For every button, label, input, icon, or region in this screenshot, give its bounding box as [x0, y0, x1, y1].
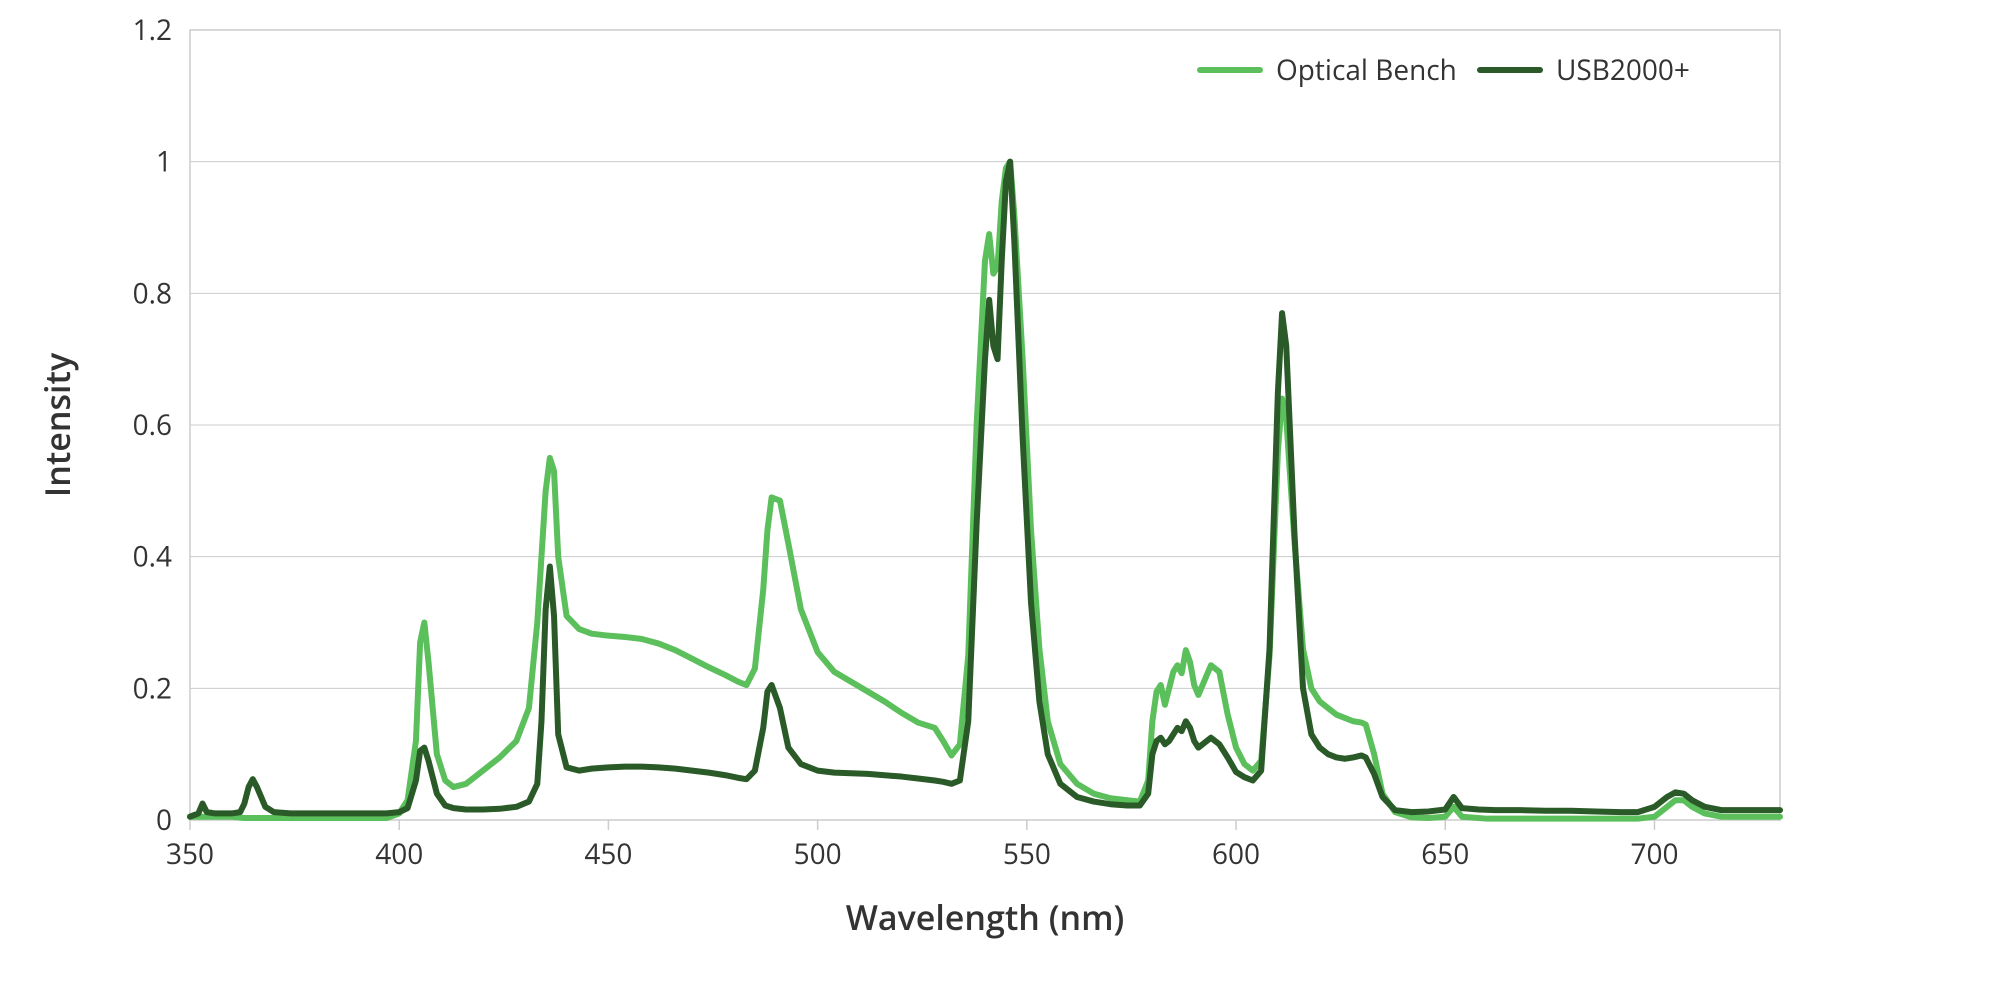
- spectrum-chart: 0 0.2 0.4 0.6 0.8 1 1.2 350 400 450 500 550 600 650 70…: [0, 0, 2000, 1000]
- y-tick-label: 0: [156, 801, 172, 839]
- x-tick-label: 700: [1630, 835, 1678, 873]
- y-tick-label: 0.6: [133, 406, 172, 444]
- legend-label: Optical Bench: [1276, 51, 1457, 89]
- y-tick-label: 1: [156, 143, 172, 181]
- x-tick-label: 450: [584, 835, 632, 873]
- x-tick-label: 500: [794, 835, 842, 873]
- y-tick-label: 0.2: [133, 669, 172, 707]
- y-axis-label: Intensity: [34, 352, 80, 497]
- chart-svg: 0 0.2 0.4 0.6 0.8 1 1.2 350 400 450 500 550 600 650 70…: [0, 0, 2000, 1000]
- x-tick-label: 350: [166, 835, 214, 873]
- y-tick-label: 0.4: [133, 538, 172, 576]
- y-tick-label: 1.2: [133, 11, 172, 49]
- x-tick-label: 550: [1003, 835, 1051, 873]
- x-tick-label: 650: [1421, 835, 1469, 873]
- x-tick-label: 400: [375, 835, 423, 873]
- x-axis-label: Wavelength (nm): [846, 894, 1125, 940]
- x-tick-label: 600: [1212, 835, 1260, 873]
- legend-label: USB2000+: [1556, 51, 1690, 89]
- y-tick-label: 0.8: [133, 274, 172, 312]
